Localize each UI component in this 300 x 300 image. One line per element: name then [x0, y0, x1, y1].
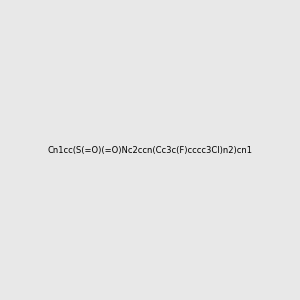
Text: Cn1cc(S(=O)(=O)Nc2ccn(Cc3c(F)cccc3Cl)n2)cn1: Cn1cc(S(=O)(=O)Nc2ccn(Cc3c(F)cccc3Cl)n2)…: [47, 146, 253, 154]
